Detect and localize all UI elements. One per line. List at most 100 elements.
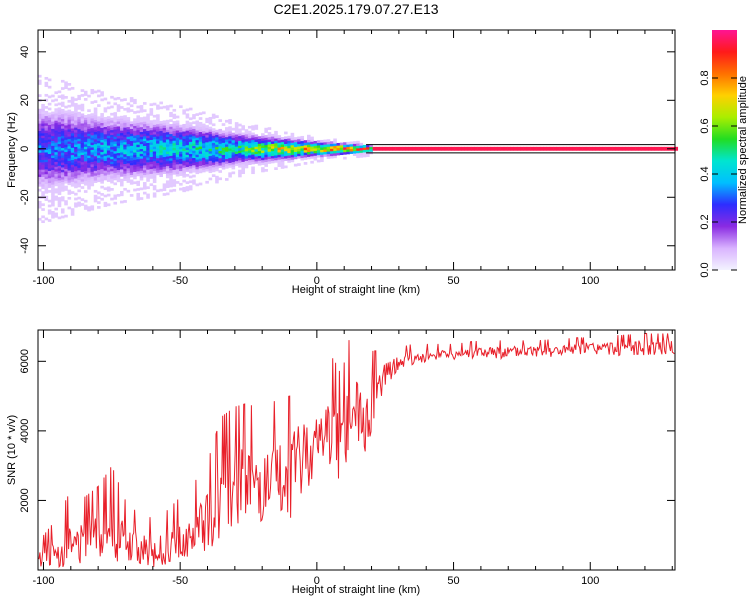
heatmap-cell	[139, 148, 144, 152]
heatmap-cell	[215, 129, 219, 133]
heatmap-cell	[126, 158, 131, 162]
heatmap-cell	[113, 167, 118, 171]
heatmap-cell	[179, 173, 183, 176]
heatmap-cell	[254, 156, 259, 159]
heatmap-cell	[421, 146, 426, 151]
heatmap-cell	[303, 154, 308, 158]
heatmap-cell	[103, 177, 108, 181]
heatmap-cell	[113, 121, 118, 125]
heatmap-cell	[51, 126, 55, 129]
heatmap-cell	[106, 121, 111, 124]
heatmap-cell	[162, 159, 167, 162]
heatmap-cell	[44, 171, 49, 175]
heatmap-cell	[277, 152, 282, 155]
heatmap-cell	[74, 156, 78, 160]
heatmap-cell	[185, 113, 190, 117]
heatmap-cell	[74, 192, 78, 196]
heatmap-cell	[156, 160, 160, 164]
heatmap-cell	[136, 115, 141, 119]
heatmap-cell	[244, 155, 249, 159]
heatmap-cell	[264, 135, 268, 138]
heatmap-cell	[172, 167, 177, 170]
heatmap-cell	[106, 150, 111, 153]
heatmap-cell	[57, 143, 62, 147]
heatmap-cell	[38, 174, 42, 177]
heatmap-cell	[320, 152, 324, 155]
heatmap-cell	[454, 146, 459, 151]
heatmap-cell	[100, 185, 104, 189]
heatmap-cell	[251, 154, 255, 158]
heatmap-cell	[152, 165, 157, 169]
heatmap-cell	[169, 104, 173, 108]
heatmap-cell	[198, 143, 203, 147]
heatmap-cell	[38, 125, 42, 129]
heatmap-cell	[398, 146, 403, 151]
heatmap-cell	[129, 140, 134, 144]
heatmap-cell	[47, 143, 52, 147]
heatmap-cell	[471, 146, 475, 151]
heatmap-cell	[664, 146, 669, 151]
heatmap-cell	[110, 156, 114, 160]
heatmap-cell	[195, 166, 200, 170]
heatmap-cell	[70, 210, 75, 214]
heatmap-cell	[375, 146, 380, 151]
heatmap-cell	[172, 164, 177, 168]
heatmap-cell	[428, 146, 432, 151]
heatmap-cell	[47, 209, 52, 213]
heatmap-cell	[103, 155, 108, 159]
heatmap-cell	[211, 169, 216, 173]
heatmap-cell	[83, 90, 88, 94]
heatmap-cell	[126, 172, 131, 176]
heatmap-cell	[80, 144, 85, 148]
heatmap-cell	[224, 132, 229, 135]
heatmap-cell	[80, 174, 85, 177]
heatmap-cell	[162, 122, 167, 126]
heatmap-cell	[80, 103, 85, 107]
heatmap-cell	[185, 144, 190, 148]
heatmap-cell	[218, 136, 223, 139]
heatmap-cell	[51, 201, 55, 205]
heatmap-cell	[139, 124, 144, 128]
heatmap-cell	[247, 140, 252, 144]
heatmap-cell	[142, 148, 147, 151]
heatmap-cell	[51, 213, 55, 217]
heatmap-cell	[238, 160, 242, 163]
heatmap-cell	[126, 102, 131, 106]
heatmap-cell	[339, 142, 344, 146]
heatmap-cell	[74, 149, 78, 152]
heatmap-cell	[116, 138, 121, 141]
heatmap-cell	[188, 165, 193, 169]
heatmap-cell	[44, 176, 49, 180]
heatmap-cell	[270, 138, 275, 142]
heatmap-cell	[51, 196, 55, 200]
heatmap-cell	[224, 161, 229, 164]
heatmap-cell	[139, 141, 144, 145]
heatmap-cell	[172, 133, 177, 136]
heatmap-cell	[169, 143, 173, 147]
heatmap-cell	[257, 148, 262, 152]
heatmap-cell	[139, 146, 144, 149]
heatmap-cell	[513, 146, 518, 151]
heatmap-cell	[142, 126, 147, 130]
heatmap-cell	[136, 125, 141, 128]
heatmap-cell	[110, 175, 114, 179]
heatmap-cell	[60, 104, 65, 107]
heatmap-cell	[64, 163, 68, 167]
heatmap-cell	[38, 145, 42, 148]
heatmap-cell	[195, 164, 200, 167]
heatmap-cell	[142, 119, 147, 122]
heatmap-cell	[113, 182, 118, 186]
heatmap-cell	[90, 147, 95, 150]
heatmap-cell	[149, 161, 154, 165]
heatmap-cell	[326, 141, 331, 145]
y-tick-label: 2000	[19, 488, 31, 512]
heatmap-cell	[198, 163, 203, 166]
heatmap-cell	[142, 145, 147, 149]
heatmap-cell	[369, 149, 373, 152]
heatmap-cell	[110, 129, 114, 133]
heatmap-cell	[57, 175, 62, 179]
heatmap-cell	[293, 141, 298, 145]
heatmap-cell	[51, 210, 55, 214]
heatmap-cell	[149, 168, 154, 172]
heatmap-cell	[44, 195, 49, 199]
